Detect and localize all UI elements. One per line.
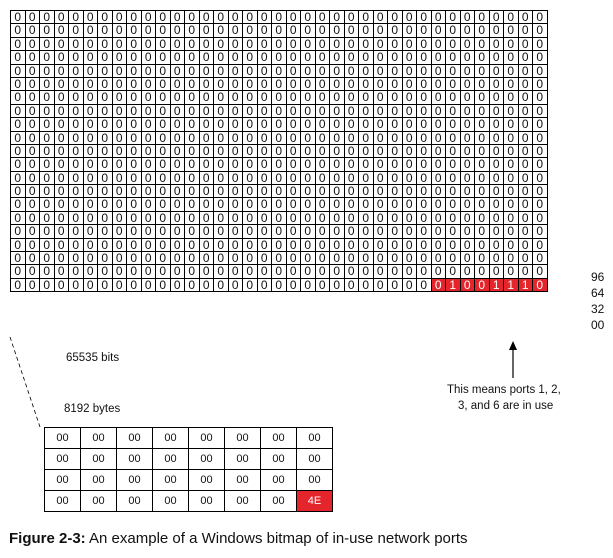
annotation-line-1: This means ports 1, 2, [447, 384, 561, 396]
bytes-count-label: 8192 bytes [64, 403, 121, 415]
byte-cell: 00 [116, 490, 153, 512]
bit-cell: 0 [300, 277, 316, 293]
annotation-line-2: 3, and 6 are in use [458, 400, 554, 412]
bit-cell: 0 [68, 277, 84, 293]
caption-text: An example of a Windows bitmap of in-use… [89, 530, 468, 547]
byte-cell: 00 [44, 448, 81, 470]
byte-cell: 00 [188, 427, 225, 449]
byte-cell: 00 [80, 490, 117, 512]
dashed-connector [9, 336, 41, 428]
byte-row: 00 00 00 00 00 00 00 00 [44, 427, 333, 449]
annotation-arrow-head [509, 341, 517, 350]
byte-cell: 00 [44, 427, 81, 449]
bits-count-label: 65535 bits [66, 352, 120, 364]
byte-cell: 00 [260, 448, 297, 470]
byte-cell: 00 [260, 469, 297, 491]
byte-cell: 00 [44, 469, 81, 491]
byte-cell: 00 [260, 490, 297, 512]
byte-cell: 00 [224, 469, 261, 491]
row-label-32: 32 [591, 302, 605, 316]
bit-cell: 0 [271, 277, 287, 293]
bit-cell: 0 [532, 210, 548, 226]
row-label-00: 00 [591, 318, 605, 332]
bit-cell: 0 [532, 251, 548, 266]
byte-row: 00 00 00 00 00 00 00 4E [44, 490, 333, 512]
byte-cell: 00 [152, 448, 189, 470]
byte-cell: 00 [224, 490, 261, 512]
row-label-64: 64 [591, 286, 605, 300]
byte-cell: 00 [80, 448, 117, 470]
bit-cell: 0 [532, 117, 548, 132]
bit-cell: 0 [532, 143, 548, 159]
byte-cell: 00 [80, 469, 117, 491]
byte-cell: 00 [44, 490, 81, 512]
byte-cell: 00 [296, 448, 333, 470]
caption-label: Figure 2-3: [9, 530, 86, 547]
byte-cell: 00 [80, 427, 117, 449]
byte-cell: 00 [116, 469, 153, 491]
byte-cell: 00 [224, 427, 261, 449]
bit-cell: 0 [532, 50, 548, 65]
figure-caption: Figure 2-3: An example of a Windows bitm… [9, 530, 468, 547]
byte-cell: 00 [152, 490, 189, 512]
bit-cell: 0 [39, 277, 55, 293]
byte-cell: 00 [116, 427, 153, 449]
byte-cell: 00 [188, 469, 225, 491]
byte-row: 00 00 00 00 00 00 00 00 [44, 469, 333, 491]
byte-cell: 00 [188, 448, 225, 470]
byte-cell: 00 [260, 427, 297, 449]
byte-cell: 00 [116, 448, 153, 470]
highlighted-bit-cell: 0 [532, 277, 548, 293]
bit-cell: 0 [372, 277, 388, 293]
highlighted-byte-cell: 4E [296, 490, 333, 512]
byte-cell: 00 [188, 490, 225, 512]
highlighted-bit-cell: 1 [445, 277, 461, 293]
bit-cell: 0 [184, 277, 200, 293]
byte-table: 00 00 00 00 00 00 00 00 00 00 00 00 00 00 00 00 00 00 00 00… [44, 427, 333, 512]
byte-cell: 00 [296, 469, 333, 491]
byte-cell: 00 [152, 427, 189, 449]
bit-cell: 0 [343, 277, 359, 293]
byte-cell: 00 [152, 469, 189, 491]
byte-cell: 00 [224, 448, 261, 470]
byte-cell: 00 [296, 427, 333, 449]
row-label-96: 96 [591, 270, 605, 284]
byte-row: 00 00 00 00 00 00 00 00 [44, 448, 333, 470]
